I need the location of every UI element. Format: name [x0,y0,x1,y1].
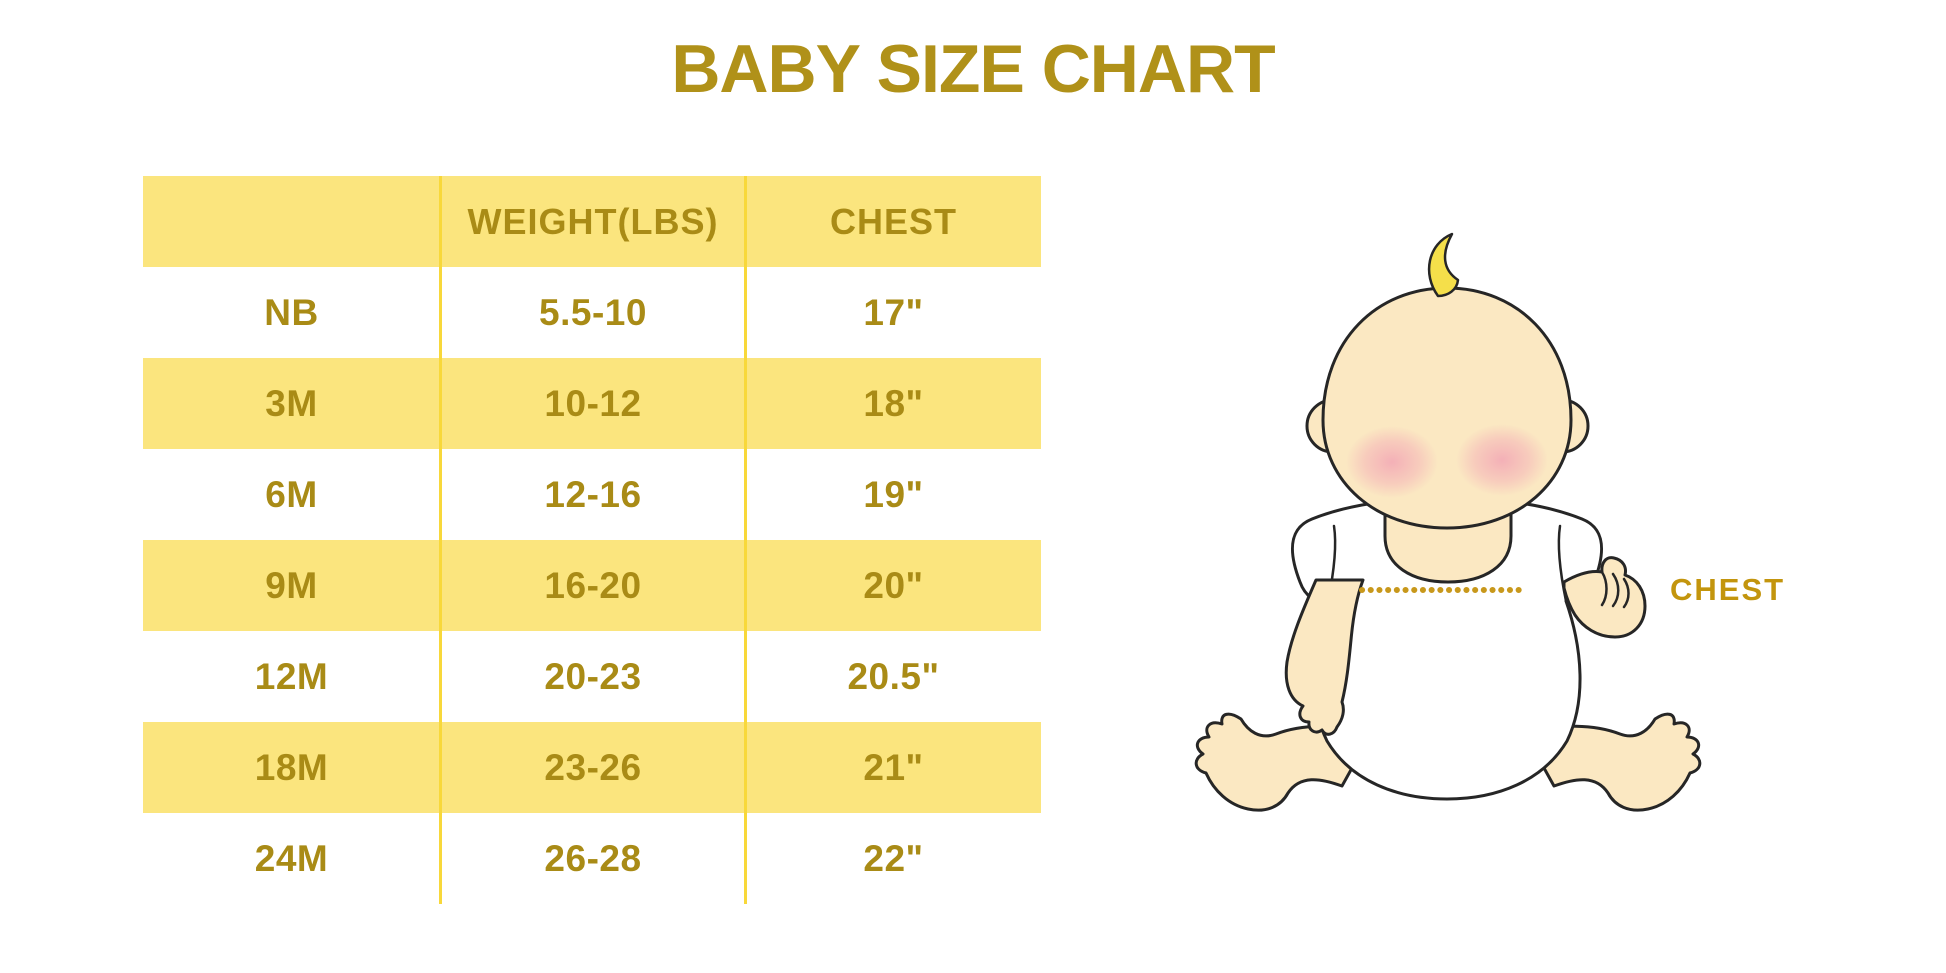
table-row: 3M 10-12 18" [143,358,1041,449]
table-row: 24M 26-28 22" [143,813,1041,904]
baby-blush-left [1346,426,1438,498]
table-row: 9M 16-20 20" [143,540,1041,631]
cell-weight: 5.5-10 [539,291,647,333]
cell-weight: 20-23 [544,655,642,697]
cell-chest: 22" [863,837,924,879]
cell-size: 24M [254,837,329,879]
baby-left-arm [1284,578,1365,736]
cell-chest: 17" [863,291,924,333]
cell-chest: 20" [863,564,924,606]
table-row: 12M 20-23 20.5" [143,631,1041,722]
chest-measurement-label: CHEST [1670,572,1786,607]
column-divider [744,176,747,904]
cell-chest: 21" [863,746,924,788]
table-header-row: WEIGHT(LBS) CHEST [143,176,1041,267]
table-row: 18M 23-26 21" [143,722,1041,813]
cell-size: 9M [265,564,318,606]
cell-size: 6M [265,473,318,515]
table-row: 6M 12-16 19" [143,449,1041,540]
baby-blush-right [1456,424,1548,496]
size-table: WEIGHT(LBS) CHEST NB 5.5-10 17" 3M 10-12… [143,176,1041,904]
column-divider [439,176,442,904]
cell-size: 3M [265,382,318,424]
cell-weight: 26-28 [544,837,642,879]
cell-chest: 18" [863,382,924,424]
fist-knuckle-lines [1600,570,1630,609]
cell-weight: 16-20 [544,564,642,606]
baby-head [1321,286,1573,530]
baby-hair-curl [1427,232,1460,298]
cell-size: NB [264,291,319,333]
cell-weight: 23-26 [544,746,642,788]
header-cell-chest: CHEST [829,200,957,242]
cell-chest: 20.5" [847,655,940,697]
cell-chest: 19" [863,473,924,515]
page-title: BABY SIZE CHART [671,31,1275,107]
baby-illustration [1194,232,1702,812]
table-row: NB 5.5-10 17" [143,267,1041,358]
cell-weight: 12-16 [544,473,642,515]
cell-weight: 10-12 [544,382,642,424]
cell-size: 12M [254,655,329,697]
cell-size: 18M [254,746,329,788]
header-cell-weight: WEIGHT(LBS) [467,200,719,242]
